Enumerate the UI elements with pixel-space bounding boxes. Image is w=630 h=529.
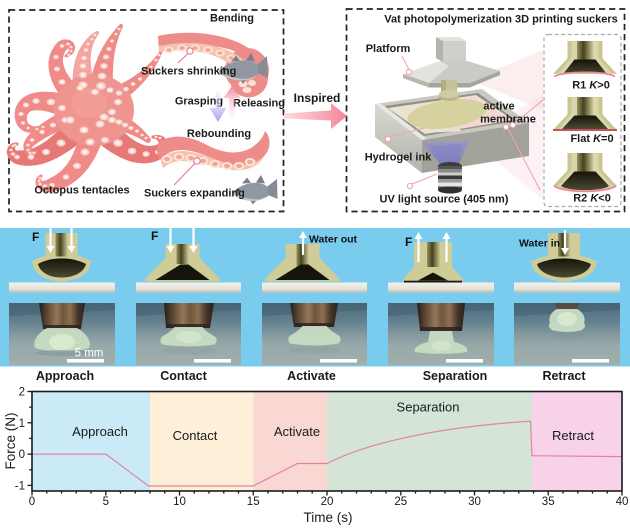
svg-text:30: 30: [468, 496, 481, 508]
svg-text:Contact: Contact: [160, 369, 207, 383]
svg-text:Separation: Separation: [423, 369, 488, 383]
svg-text:Approach: Approach: [72, 424, 128, 439]
svg-text:UV light source (405 nm): UV light source (405 nm): [380, 194, 509, 206]
svg-text:Water out: Water out: [309, 234, 358, 246]
svg-text:Releasing: Releasing: [233, 98, 285, 110]
svg-text:Flat K=0: Flat K=0: [570, 133, 613, 145]
svg-text:Inspired: Inspired: [294, 91, 341, 105]
svg-text:Activate: Activate: [287, 369, 336, 383]
svg-text:Retract: Retract: [542, 369, 586, 383]
svg-text:Water in: Water in: [519, 238, 560, 250]
svg-text:active: active: [483, 101, 514, 113]
svg-text:35: 35: [542, 496, 555, 508]
svg-text:R2 K<0: R2 K<0: [573, 193, 611, 205]
svg-text:25: 25: [394, 496, 407, 508]
svg-text:1: 1: [19, 418, 25, 430]
svg-text:20: 20: [321, 496, 334, 508]
svg-text:Rebounding: Rebounding: [187, 128, 251, 140]
svg-text:2: 2: [19, 387, 25, 399]
svg-text:40: 40: [616, 496, 629, 508]
svg-text:Contact: Contact: [173, 428, 218, 443]
svg-text:Suckers shrinking: Suckers shrinking: [141, 66, 236, 78]
svg-text:10: 10: [173, 496, 186, 508]
svg-text:0: 0: [29, 496, 35, 508]
svg-text:Activate: Activate: [274, 424, 320, 439]
svg-text:Separation: Separation: [397, 400, 460, 415]
svg-text:membrane: membrane: [480, 114, 536, 126]
svg-text:Suckers expanding: Suckers expanding: [144, 188, 245, 200]
svg-text:5: 5: [103, 496, 109, 508]
svg-text:F: F: [32, 230, 39, 244]
svg-text:F: F: [151, 229, 158, 243]
svg-text:Platform: Platform: [366, 43, 411, 55]
svg-text:Vat photopolymerization 3D pri: Vat photopolymerization 3D printing suck…: [384, 14, 617, 26]
svg-text:Octopus tentacles: Octopus tentacles: [34, 185, 129, 197]
svg-text:F: F: [405, 235, 412, 249]
svg-text:Hydrogel ink: Hydrogel ink: [365, 152, 433, 164]
svg-text:R1 K>0: R1 K>0: [572, 80, 610, 92]
svg-text:Retract: Retract: [552, 428, 594, 443]
svg-text:Time (s): Time (s): [304, 510, 353, 525]
svg-text:Force (N): Force (N): [3, 413, 18, 470]
svg-text:5 mm: 5 mm: [75, 348, 104, 360]
svg-text:15: 15: [247, 496, 260, 508]
svg-text:-1: -1: [15, 480, 25, 492]
svg-text:0: 0: [19, 449, 25, 461]
svg-text:Bending: Bending: [210, 13, 254, 25]
svg-text:Grasping: Grasping: [175, 96, 223, 108]
svg-text:Approach: Approach: [36, 369, 94, 383]
